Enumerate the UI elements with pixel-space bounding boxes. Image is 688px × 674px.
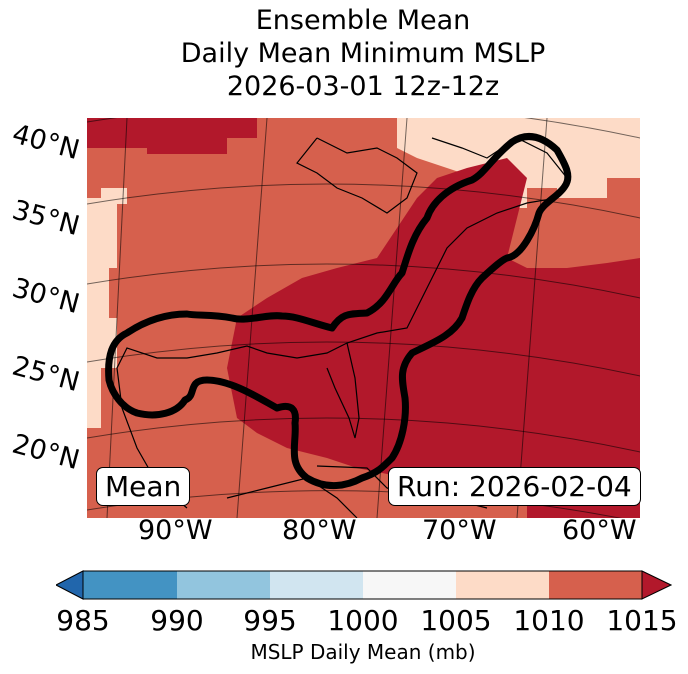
lat-label-40n: 40°N (8, 118, 83, 167)
title-line-3: 2026-03-01 12z-12z (226, 71, 500, 102)
lat-label-20n: 20°N (8, 428, 83, 477)
colorbar (56, 570, 672, 600)
mean-contour (105, 132, 572, 489)
lon-label-60w: 60°W (562, 515, 637, 546)
colorbar-tick-1005: 1005 (420, 604, 492, 637)
mslp-field-above-1015 (87, 118, 640, 518)
colorbar-bin-1000-1005 (363, 571, 456, 599)
mean-label-box: Mean (96, 467, 191, 506)
colorbar-bin-985-990 (83, 571, 177, 599)
lon-label-80w: 80°W (282, 515, 357, 546)
lat-label-30n: 30°N (8, 272, 83, 321)
colorbar-bin-995-1000 (270, 571, 363, 599)
colorbar-arrow-high (641, 570, 672, 600)
colorbar-tick-990: 990 (150, 604, 204, 637)
colorbar-tick-1015: 1015 (606, 604, 678, 637)
map-area (87, 118, 640, 518)
colorbar-tick-985: 985 (56, 604, 110, 637)
colorbar-tick-995: 995 (243, 604, 297, 637)
lat-label-25n: 25°N (8, 350, 83, 399)
run-label-box: Run: 2026-02-04 (388, 467, 641, 506)
mslp-field-1005-1010-northeast (397, 118, 640, 208)
lon-label-70w: 70°W (422, 515, 497, 546)
colorbar-tick-1010: 1010 (513, 604, 585, 637)
colorbar-tick-1000: 1000 (327, 604, 399, 637)
colorbar-frame (82, 570, 643, 600)
title-line-1: Ensemble Mean (255, 5, 471, 36)
title-line-2: Daily Mean Minimum MSLP (180, 38, 546, 69)
colorbar-bin-1005-1010 (456, 571, 549, 599)
colorbar-bin-1010-1015 (549, 571, 642, 599)
colorbar-arrow-low (56, 570, 84, 600)
colorbar-label: MSLP Daily Mean (mb) (250, 640, 476, 664)
lat-label-35n: 35°N (8, 194, 83, 243)
colorbar-bin-990-995 (177, 571, 270, 599)
lon-label-90w: 90°W (138, 515, 213, 546)
